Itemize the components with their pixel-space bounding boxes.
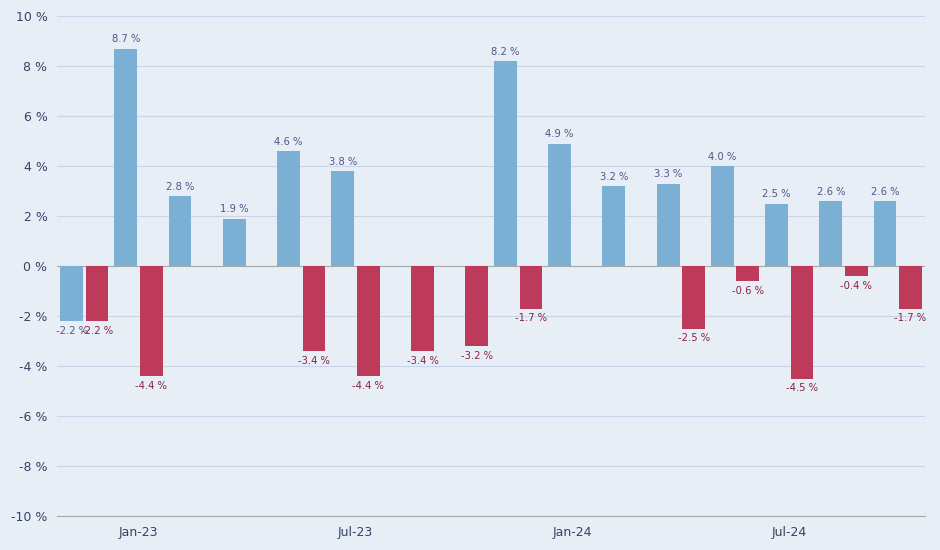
Text: -0.6 %: -0.6 % xyxy=(732,285,764,296)
Bar xyxy=(603,186,625,266)
Text: -3.4 %: -3.4 % xyxy=(406,356,438,366)
Text: -1.7 %: -1.7 % xyxy=(895,313,927,323)
Bar xyxy=(548,144,571,266)
Bar xyxy=(223,219,245,266)
Bar xyxy=(820,201,842,266)
Text: 2.6 %: 2.6 % xyxy=(817,186,845,197)
Bar xyxy=(494,61,517,266)
Text: 4.6 %: 4.6 % xyxy=(274,136,303,147)
Bar xyxy=(791,266,813,378)
Bar xyxy=(657,184,680,266)
Text: 8.2 %: 8.2 % xyxy=(492,47,520,57)
Text: 4.0 %: 4.0 % xyxy=(708,152,736,162)
Text: -2.2 %: -2.2 % xyxy=(55,326,87,336)
Text: 1.9 %: 1.9 % xyxy=(220,204,248,214)
Text: -4.4 %: -4.4 % xyxy=(135,381,167,390)
Bar xyxy=(682,266,705,329)
Text: 3.2 %: 3.2 % xyxy=(600,172,628,182)
Bar xyxy=(115,48,137,266)
Bar xyxy=(873,201,897,266)
Text: 8.7 %: 8.7 % xyxy=(112,34,140,44)
Text: -3.4 %: -3.4 % xyxy=(298,356,330,366)
Bar xyxy=(520,266,542,309)
Bar xyxy=(303,266,325,351)
Bar xyxy=(711,166,734,266)
Bar xyxy=(168,196,192,266)
Bar xyxy=(86,266,108,321)
Text: 3.3 %: 3.3 % xyxy=(654,169,682,179)
Text: -2.2 %: -2.2 % xyxy=(81,326,113,336)
Text: -2.5 %: -2.5 % xyxy=(678,333,710,343)
Bar xyxy=(60,266,83,321)
Bar xyxy=(140,266,163,376)
Bar xyxy=(277,151,300,266)
Bar xyxy=(331,171,354,266)
Text: 3.8 %: 3.8 % xyxy=(329,157,357,167)
Text: 2.8 %: 2.8 % xyxy=(165,182,195,191)
Text: -0.4 %: -0.4 % xyxy=(840,280,872,290)
Text: -3.2 %: -3.2 % xyxy=(461,351,493,361)
Text: -4.4 %: -4.4 % xyxy=(352,381,384,390)
Text: -1.7 %: -1.7 % xyxy=(515,313,547,323)
Bar xyxy=(736,266,760,281)
Bar xyxy=(900,266,922,309)
Text: 4.9 %: 4.9 % xyxy=(545,129,573,139)
Text: -4.5 %: -4.5 % xyxy=(786,383,818,393)
Bar xyxy=(845,266,868,276)
Bar xyxy=(465,266,488,346)
Bar xyxy=(765,204,788,266)
Text: 2.6 %: 2.6 % xyxy=(870,186,900,197)
Bar xyxy=(357,266,380,376)
Bar xyxy=(411,266,434,351)
Text: 2.5 %: 2.5 % xyxy=(762,189,791,199)
